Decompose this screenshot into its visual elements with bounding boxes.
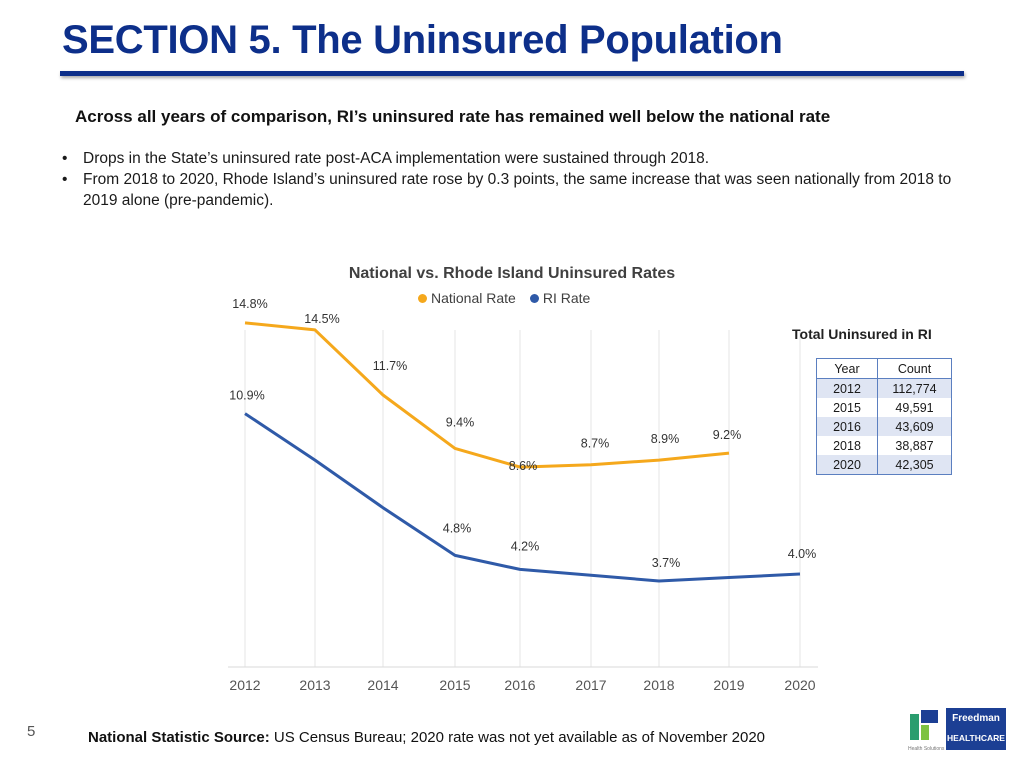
logo-name: Freedman [952, 713, 1000, 724]
source-label: National Statistic Source: [88, 729, 270, 746]
x-tick-label: 2019 [713, 677, 744, 693]
logo-sub: HEALTHCARE [947, 733, 1005, 743]
chart-legend: National Rate RI Rate [418, 290, 604, 306]
key-finding: Across all years of comparison, RI’s uni… [75, 107, 831, 126]
count-cell: 49,591 [895, 400, 934, 415]
chart-title: National vs. Rhode Island Uninsured Rate… [348, 265, 676, 282]
ri-legend-dot-icon [529, 293, 539, 303]
legend-item-ri: RI Rate [529, 290, 591, 306]
legend-label: National Rate [431, 290, 516, 306]
data-label: 9.2% [713, 428, 742, 442]
x-tick-label: 2018 [643, 677, 674, 693]
legend-item-national: National Rate [418, 290, 516, 306]
table-row: 2015 49,591 [816, 398, 952, 417]
table-title: Total Uninsured in RI [792, 326, 932, 342]
table-row: 2020 42,305 [816, 455, 952, 475]
data-label: 14.5% [304, 312, 339, 326]
bullet-list: Drops in the State’s uninsured rate post… [62, 148, 962, 211]
uninsured-count-table: Year Count 2012 112,774 2015 49,591 2016… [816, 358, 952, 475]
count-cell: 43,609 [877, 417, 952, 436]
source-note: National Statistic Source: US Census Bur… [88, 729, 765, 746]
series-line-national [244, 321, 730, 469]
bullet-item: From 2018 to 2020, Rhode Island’s uninsu… [62, 169, 962, 211]
logo-wordmark: Freedman HEALTHCARE [946, 708, 1006, 750]
legend-label: RI Rate [542, 290, 591, 306]
logo-tagline: Health Solutions [908, 746, 945, 752]
column-header: Count [877, 358, 952, 379]
data-label: 4.0% [788, 547, 817, 561]
series-line-ri [244, 412, 801, 583]
count-cell: 112,774 [877, 378, 952, 398]
table-row: 2012 112,774 [816, 378, 952, 398]
data-label: 4.2% [511, 539, 540, 553]
title-rule [60, 71, 964, 76]
data-label: 9.4% [446, 415, 475, 429]
data-label: 4.8% [443, 521, 472, 535]
year-cell: 2016 [816, 417, 878, 436]
year-cell: 2015 [816, 398, 878, 417]
data-label: 11.7% [373, 359, 408, 373]
count-cell: 38,887 [895, 438, 934, 453]
data-label: 8.9% [651, 432, 680, 446]
x-tick-label: 2020 [784, 677, 815, 693]
table-header-row: Year Count [816, 358, 952, 379]
table-row: 2018 38,887 [816, 436, 952, 455]
data-label: 14.8% [232, 297, 267, 311]
x-tick-label: 2013 [299, 677, 330, 693]
column-header: Year [816, 358, 878, 379]
data-label: 8.6% [509, 459, 538, 473]
logo-mark-icon [910, 710, 938, 740]
source-text: US Census Bureau; 2020 rate was not yet … [269, 729, 766, 746]
national-legend-dot-icon [418, 293, 427, 303]
data-label: 10.9% [229, 389, 264, 403]
x-tick-label: 2012 [229, 677, 260, 693]
x-tick-label: 2014 [367, 677, 398, 693]
year-cell: 2012 [816, 378, 878, 398]
bullet-item: Drops in the State’s uninsured rate post… [62, 148, 962, 169]
count-cell: 42,305 [877, 455, 952, 475]
year-cell: 2018 [816, 436, 878, 455]
data-label: 3.7% [652, 556, 681, 570]
page-title: SECTION 5. The Uninsured Population [62, 18, 783, 62]
x-tick-label: 2017 [575, 677, 606, 693]
data-label: 8.7% [581, 437, 610, 451]
x-tick-label: 2016 [504, 677, 535, 693]
table-row: 2016 43,609 [816, 417, 952, 436]
freedman-logo: Freedman HEALTHCARE Health Solutions [908, 708, 1006, 752]
page-number: 5 [27, 723, 36, 740]
year-cell: 2020 [816, 455, 878, 475]
x-tick-label: 2015 [439, 677, 470, 693]
